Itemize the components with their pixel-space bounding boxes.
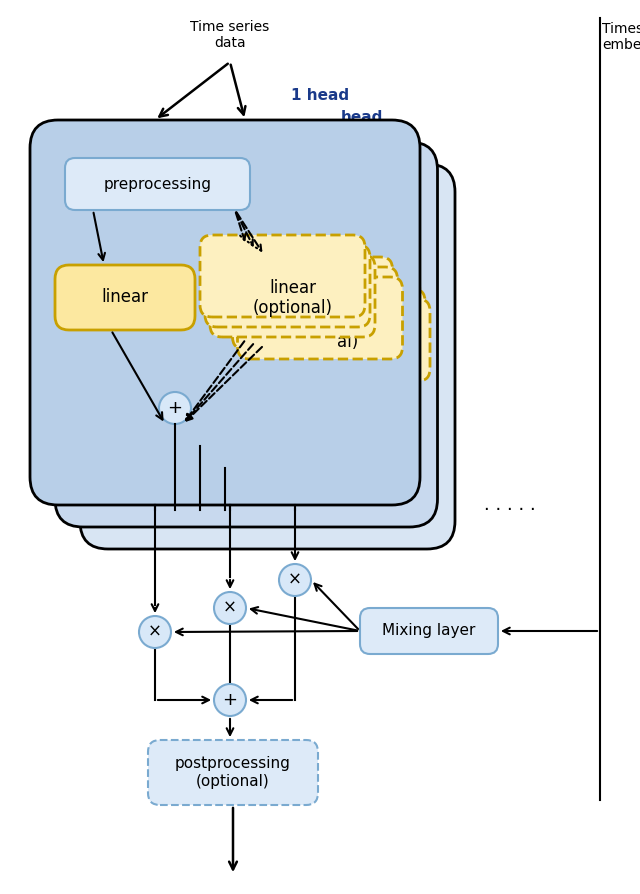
Circle shape xyxy=(279,564,311,596)
Circle shape xyxy=(214,684,246,716)
Text: al): al) xyxy=(337,333,358,351)
FancyBboxPatch shape xyxy=(265,299,430,381)
FancyBboxPatch shape xyxy=(237,277,403,359)
FancyBboxPatch shape xyxy=(200,235,365,317)
Text: ×: × xyxy=(148,623,162,641)
Text: head: head xyxy=(369,133,411,148)
Text: postprocessing
(optional): postprocessing (optional) xyxy=(175,756,291,789)
FancyBboxPatch shape xyxy=(55,265,195,330)
Text: +: + xyxy=(223,691,237,709)
Text: al): al) xyxy=(309,311,331,329)
Text: Mixing layer: Mixing layer xyxy=(382,623,476,638)
Text: head: head xyxy=(341,110,383,125)
FancyBboxPatch shape xyxy=(205,245,370,327)
Text: ×: × xyxy=(288,571,302,589)
Circle shape xyxy=(139,616,171,648)
Text: Time series
data: Time series data xyxy=(190,20,269,50)
FancyBboxPatch shape xyxy=(65,158,250,210)
FancyBboxPatch shape xyxy=(80,164,455,549)
FancyBboxPatch shape xyxy=(227,257,392,339)
Text: linear
(optional): linear (optional) xyxy=(253,279,333,317)
FancyBboxPatch shape xyxy=(30,120,420,505)
Circle shape xyxy=(214,592,246,624)
FancyBboxPatch shape xyxy=(260,289,425,371)
FancyBboxPatch shape xyxy=(148,740,318,805)
Text: · · · · ·: · · · · · xyxy=(484,501,536,519)
Text: linear: linear xyxy=(102,289,148,307)
Text: ×: × xyxy=(223,599,237,617)
Text: Timestamps
embedding: Timestamps embedding xyxy=(602,22,640,52)
Circle shape xyxy=(159,392,191,424)
FancyBboxPatch shape xyxy=(55,142,438,527)
FancyBboxPatch shape xyxy=(360,608,498,654)
Text: preprocessing: preprocessing xyxy=(104,176,211,191)
Text: +: + xyxy=(168,399,182,417)
Text: 1 head: 1 head xyxy=(291,88,349,103)
FancyBboxPatch shape xyxy=(210,255,375,337)
FancyBboxPatch shape xyxy=(255,279,420,361)
FancyBboxPatch shape xyxy=(232,267,397,349)
